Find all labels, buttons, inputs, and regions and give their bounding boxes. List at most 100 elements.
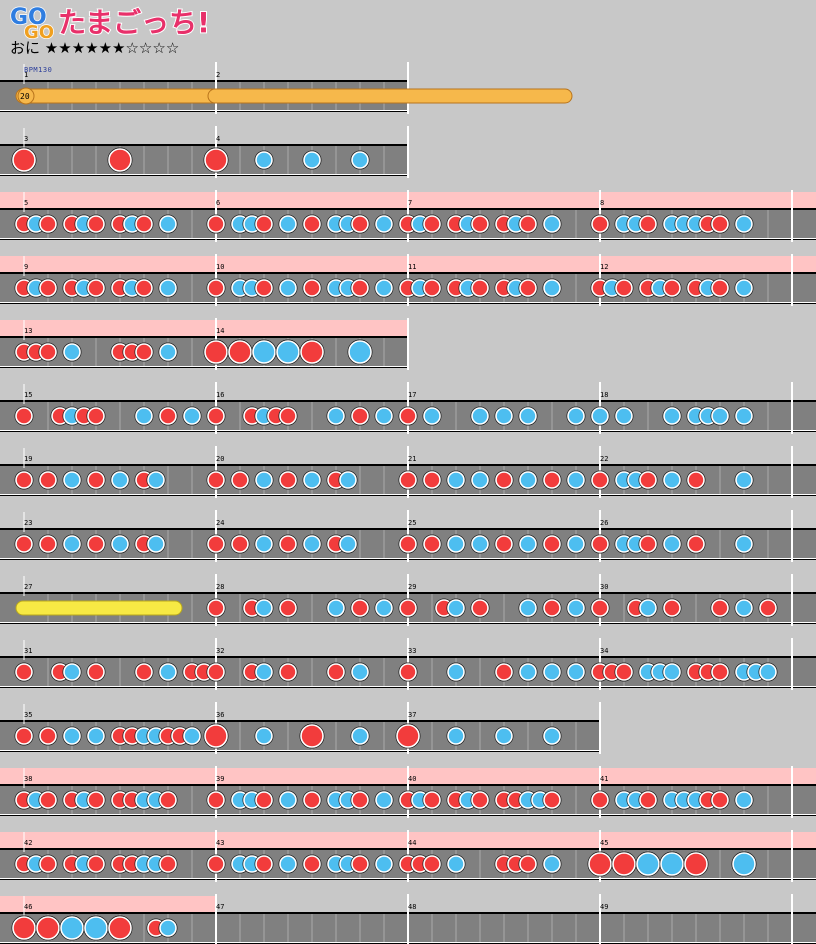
don-note bbox=[662, 598, 682, 618]
don-note bbox=[206, 214, 226, 234]
chart-row: 46 47 48 49 bbox=[0, 894, 816, 944]
don-note bbox=[86, 854, 106, 874]
ka-note bbox=[278, 790, 298, 810]
measure-number: 5 bbox=[24, 199, 28, 207]
ka-note bbox=[566, 662, 586, 682]
don-note bbox=[542, 790, 562, 810]
don-note bbox=[494, 662, 514, 682]
don-note bbox=[350, 598, 370, 618]
don-note bbox=[590, 598, 610, 618]
don-note-big bbox=[227, 339, 253, 365]
don-note-big bbox=[611, 851, 637, 877]
measure-number: 49 bbox=[600, 903, 608, 911]
ka-note bbox=[542, 214, 562, 234]
don-note bbox=[518, 278, 538, 298]
don-note bbox=[254, 790, 274, 810]
don-note bbox=[422, 854, 442, 874]
measure-number: 43 bbox=[216, 839, 224, 847]
ka-note bbox=[350, 726, 370, 746]
ka-note bbox=[338, 470, 358, 490]
drumroll-bar bbox=[15, 600, 183, 616]
don-note bbox=[422, 470, 442, 490]
measure-number: 48 bbox=[408, 903, 416, 911]
don-note bbox=[86, 406, 106, 426]
ka-note-big bbox=[347, 339, 373, 365]
don-note bbox=[134, 278, 154, 298]
don-note bbox=[38, 854, 58, 874]
don-note bbox=[230, 470, 250, 490]
don-note bbox=[494, 534, 514, 554]
ka-note bbox=[734, 598, 754, 618]
ka-note bbox=[158, 918, 178, 938]
measure-number: 16 bbox=[216, 391, 224, 399]
don-note bbox=[758, 598, 778, 618]
measure-number: 38 bbox=[24, 775, 32, 783]
ka-note bbox=[374, 854, 394, 874]
balloon-bar bbox=[207, 88, 573, 104]
don-note bbox=[230, 534, 250, 554]
don-note bbox=[398, 470, 418, 490]
measure-number: 26 bbox=[600, 519, 608, 527]
don-note bbox=[14, 406, 34, 426]
ka-note bbox=[110, 470, 130, 490]
chart-row: 35 36 37 bbox=[0, 702, 601, 754]
lane-rail-white bbox=[0, 174, 408, 175]
measure-number: 2 bbox=[216, 71, 220, 79]
ka-note bbox=[326, 598, 346, 618]
don-note-big bbox=[11, 147, 37, 173]
don-note bbox=[542, 598, 562, 618]
don-note bbox=[398, 662, 418, 682]
don-note bbox=[134, 342, 154, 362]
lane-rail-top bbox=[0, 144, 408, 146]
measure-number: 42 bbox=[24, 839, 32, 847]
don-note bbox=[86, 534, 106, 554]
ka-note bbox=[494, 726, 514, 746]
don-note bbox=[422, 278, 442, 298]
don-note bbox=[38, 726, 58, 746]
don-note bbox=[686, 534, 706, 554]
don-note bbox=[206, 278, 226, 298]
don-note bbox=[350, 214, 370, 234]
ka-note-big bbox=[275, 339, 301, 365]
measure-number: 35 bbox=[24, 711, 32, 719]
ka-note bbox=[278, 854, 298, 874]
ka-note bbox=[182, 726, 202, 746]
ka-note-big bbox=[83, 915, 109, 941]
don-note-big bbox=[107, 915, 133, 941]
ka-note bbox=[446, 662, 466, 682]
don-note bbox=[206, 662, 226, 682]
ka-note bbox=[734, 214, 754, 234]
measure-number: 34 bbox=[600, 647, 608, 655]
don-note bbox=[206, 406, 226, 426]
don-note bbox=[206, 598, 226, 618]
measure-number: 33 bbox=[408, 647, 416, 655]
don-note-big bbox=[35, 915, 61, 941]
don-note bbox=[422, 534, 442, 554]
don-note bbox=[278, 470, 298, 490]
don-note bbox=[470, 598, 490, 618]
don-note bbox=[710, 598, 730, 618]
ka-note bbox=[278, 278, 298, 298]
don-note bbox=[350, 278, 370, 298]
don-note bbox=[302, 854, 322, 874]
don-note bbox=[398, 534, 418, 554]
ka-note bbox=[254, 470, 274, 490]
don-note bbox=[38, 470, 58, 490]
ka-note bbox=[734, 406, 754, 426]
ka-note bbox=[542, 854, 562, 874]
logo-go-1: GO bbox=[10, 5, 47, 30]
measure-number: 6 bbox=[216, 199, 220, 207]
ka-note bbox=[254, 150, 274, 170]
don-note bbox=[14, 534, 34, 554]
ka-note bbox=[158, 342, 178, 362]
ka-note bbox=[734, 534, 754, 554]
don-note bbox=[86, 790, 106, 810]
don-note bbox=[254, 854, 274, 874]
measure-number: 45 bbox=[600, 839, 608, 847]
ka-note bbox=[446, 726, 466, 746]
measure-number: 41 bbox=[600, 775, 608, 783]
don-note bbox=[38, 214, 58, 234]
don-note bbox=[14, 726, 34, 746]
don-note-big bbox=[203, 723, 229, 749]
